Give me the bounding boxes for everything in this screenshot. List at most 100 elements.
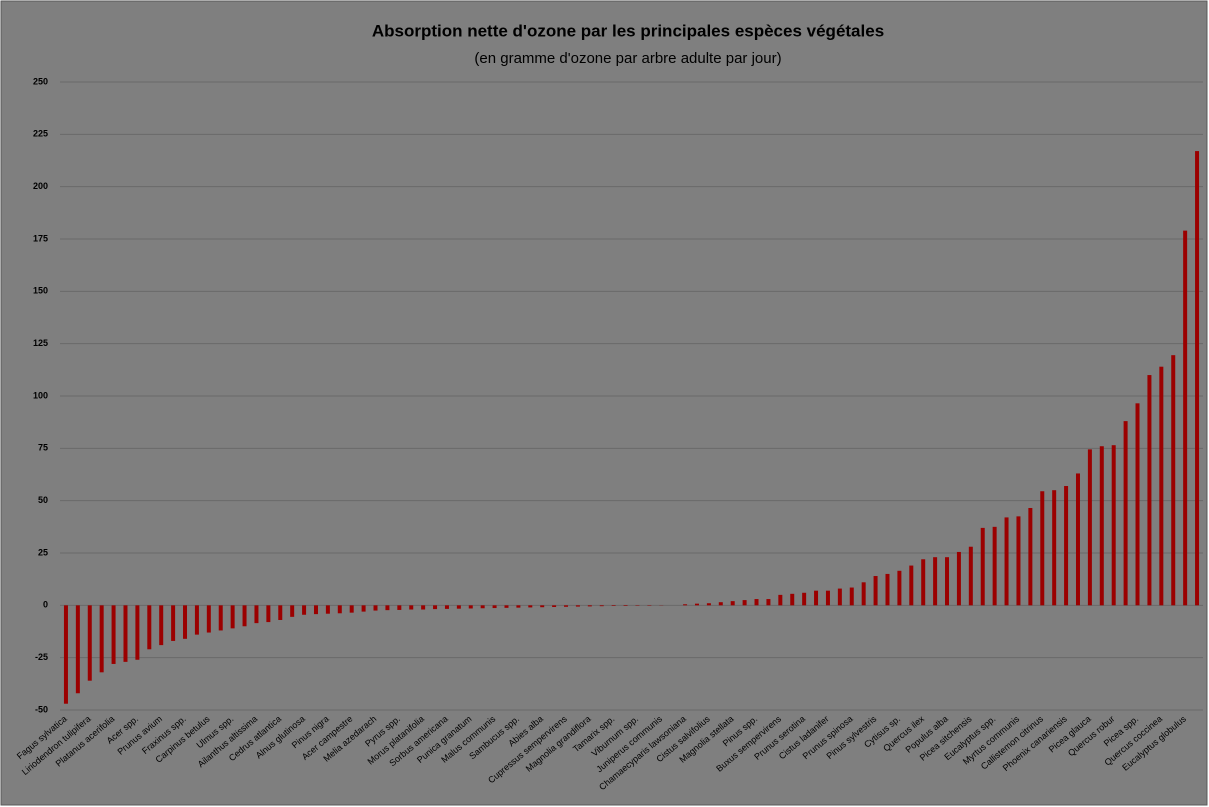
bar	[575, 605, 580, 607]
bar	[194, 605, 199, 635]
y-tick-label: 125	[33, 338, 48, 348]
bar	[421, 605, 426, 610]
bar	[147, 605, 152, 650]
bar	[409, 605, 414, 610]
bar	[75, 605, 80, 694]
y-tick-label: 100	[33, 390, 48, 400]
bar	[123, 605, 128, 662]
bar	[433, 605, 438, 610]
bar	[909, 565, 914, 606]
bar	[206, 605, 211, 633]
bar	[337, 605, 342, 614]
bar	[504, 605, 509, 608]
bar	[587, 605, 592, 607]
bar	[444, 605, 449, 609]
bar	[718, 602, 723, 606]
bar	[897, 570, 902, 606]
bar	[290, 605, 295, 617]
y-tick-label: 175	[33, 233, 48, 243]
bar	[99, 605, 104, 673]
bar	[1171, 355, 1176, 606]
bar	[254, 605, 259, 624]
bar	[230, 605, 235, 629]
bar	[980, 527, 985, 606]
bar	[397, 605, 402, 610]
bar	[552, 605, 557, 608]
bar	[837, 588, 842, 606]
bar	[706, 603, 711, 606]
bar	[694, 603, 699, 606]
bar	[302, 605, 307, 615]
bar	[1040, 491, 1045, 606]
bar	[159, 605, 164, 646]
bar	[945, 557, 950, 606]
bar	[599, 605, 604, 607]
y-tick-label: 25	[38, 547, 48, 557]
bar	[790, 593, 795, 606]
bar	[933, 557, 938, 606]
bar	[1099, 446, 1104, 606]
bar	[730, 601, 735, 606]
bar	[480, 605, 485, 609]
bar	[956, 551, 961, 606]
chart-title: Absorption nette d'ozone par les princip…	[372, 21, 884, 40]
bar	[968, 546, 973, 606]
y-tick-label: 75	[38, 443, 48, 453]
bar	[373, 605, 378, 611]
bar	[313, 605, 318, 615]
bar	[1195, 151, 1200, 606]
bar	[921, 559, 926, 606]
bar	[825, 590, 830, 606]
y-tick-label: -25	[35, 652, 48, 662]
bar	[468, 605, 473, 609]
y-tick-label: 0	[43, 600, 48, 610]
bar	[1111, 445, 1116, 606]
bar	[218, 605, 223, 631]
bar	[111, 605, 116, 664]
y-tick-label: 150	[33, 286, 48, 296]
y-tick-label: 200	[33, 181, 48, 191]
bar	[63, 605, 68, 704]
bar	[266, 605, 271, 623]
bar	[1123, 421, 1128, 606]
bar	[516, 605, 521, 608]
bar	[171, 605, 176, 641]
bar	[1004, 517, 1009, 606]
y-tick-label: 225	[33, 129, 48, 139]
bar	[492, 605, 497, 609]
chart-subtitle: (en gramme d'ozone par arbre adulte par …	[474, 50, 781, 67]
bar	[802, 592, 807, 606]
bar	[456, 605, 461, 609]
bar	[135, 605, 140, 660]
bar	[814, 590, 819, 606]
bar	[861, 582, 866, 606]
bar	[754, 599, 759, 606]
bar	[1028, 507, 1033, 606]
bar	[564, 605, 569, 607]
bar	[1087, 449, 1092, 606]
bar	[778, 594, 783, 606]
bar	[623, 605, 628, 606]
bar	[242, 605, 247, 627]
bar	[87, 605, 92, 681]
bar	[1159, 366, 1164, 606]
bar	[766, 599, 771, 606]
bar	[1135, 403, 1140, 606]
y-tick-label: -50	[35, 704, 48, 714]
bar	[540, 605, 545, 608]
bar	[742, 600, 747, 606]
bar	[611, 605, 616, 606]
bar	[183, 605, 188, 639]
bar	[849, 587, 854, 606]
y-tick-label: 50	[38, 495, 48, 505]
bar	[1016, 516, 1021, 606]
bar	[528, 605, 533, 608]
bar	[1147, 375, 1152, 606]
bar	[992, 526, 997, 606]
y-tick-label: 250	[33, 76, 48, 86]
bar	[325, 605, 330, 614]
bar	[873, 576, 878, 606]
